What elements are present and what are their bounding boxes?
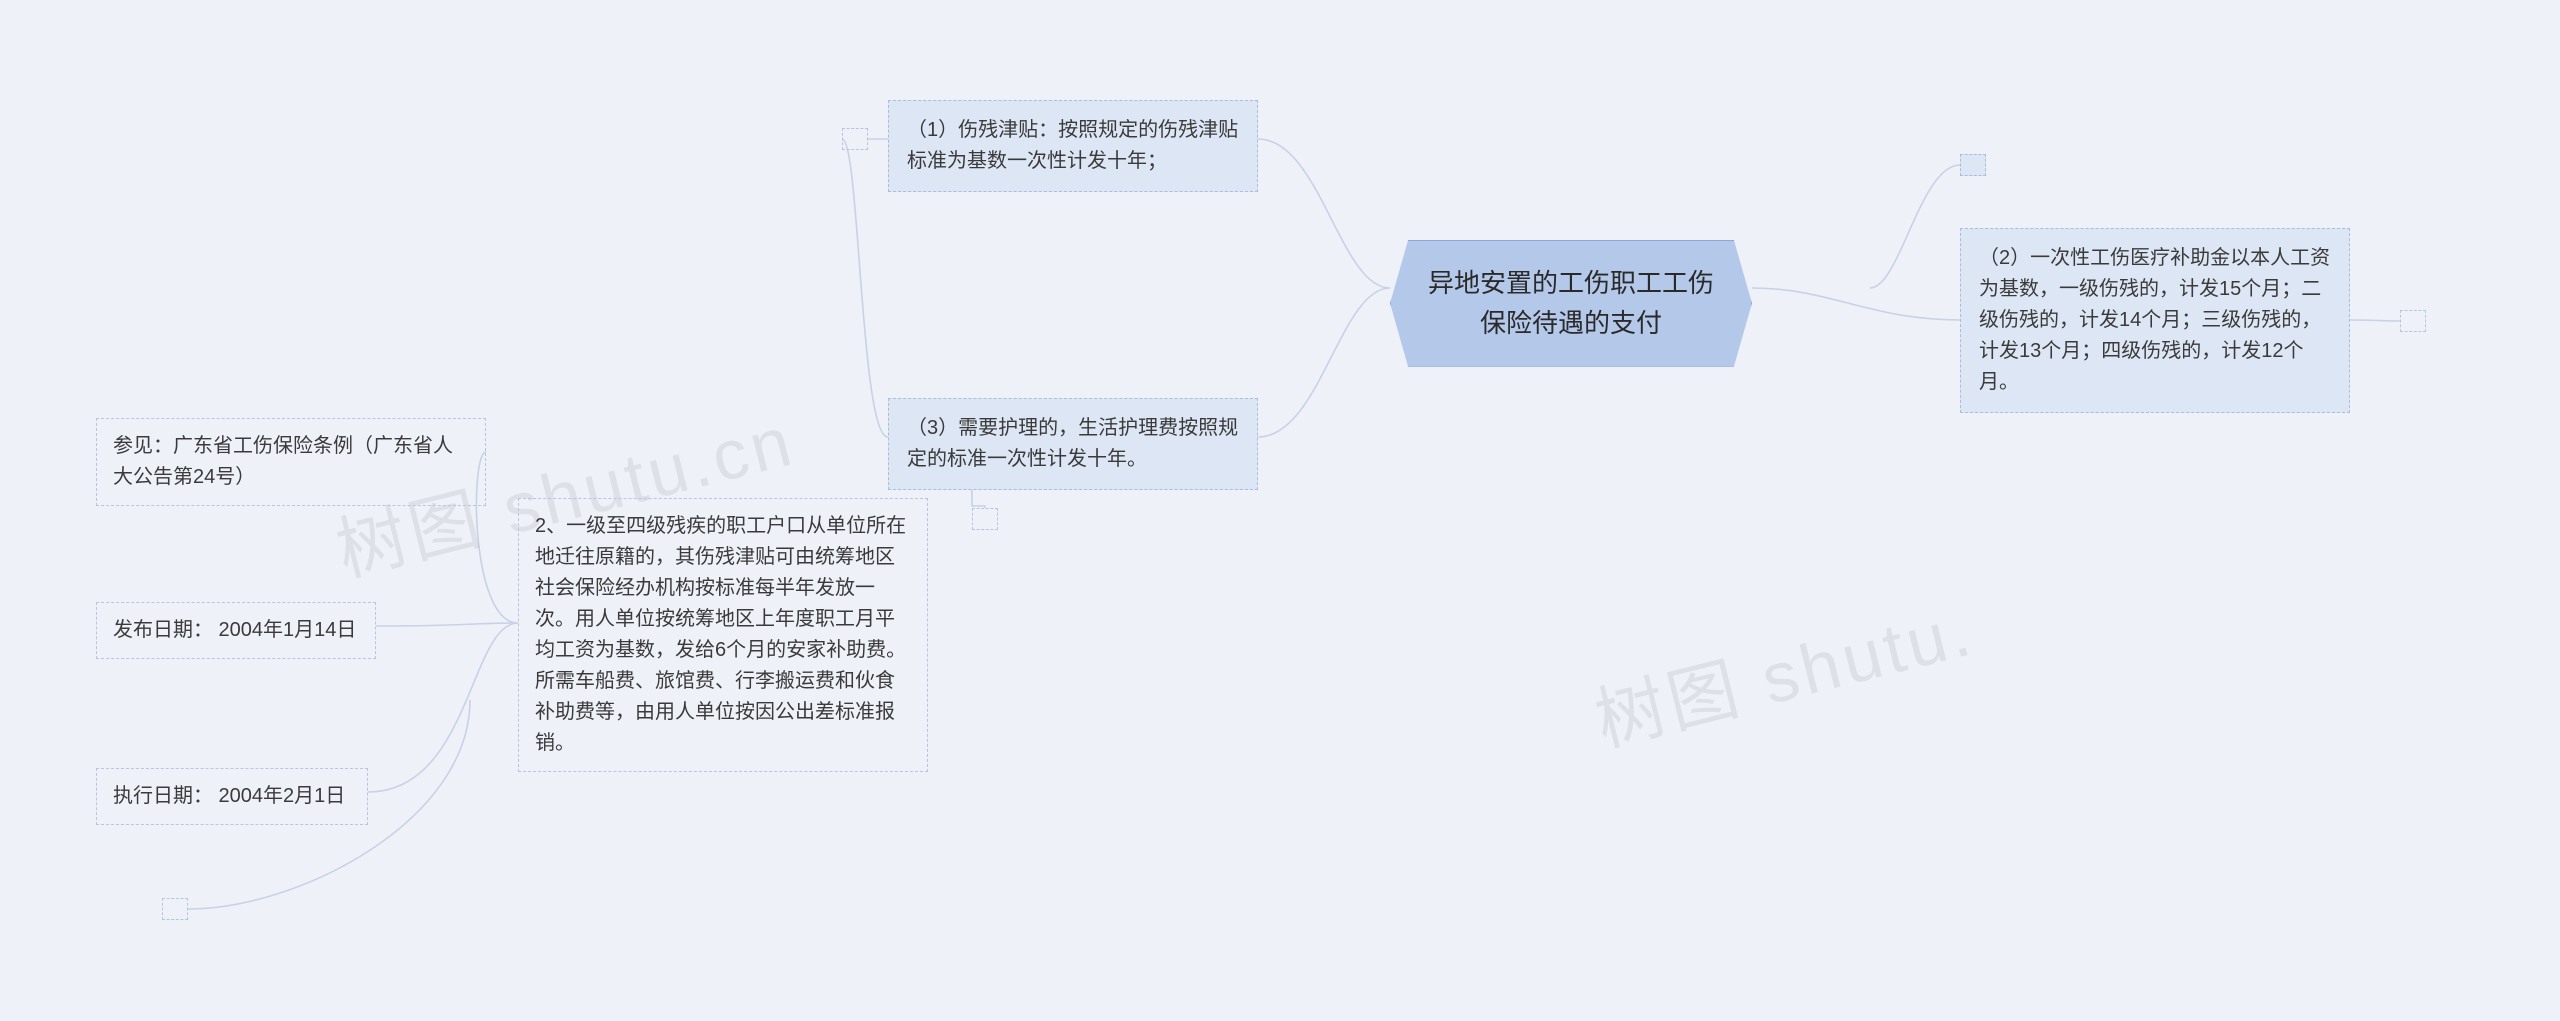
node-publish-date[interactable]: 发布日期： 2004年1月14日 bbox=[96, 602, 376, 659]
root-node[interactable]: 异地安置的工伤职工工伤保险待遇的支付 bbox=[1390, 240, 1752, 367]
connectors-layer bbox=[0, 0, 2560, 1021]
watermark-2: 树图 shutu. bbox=[1584, 575, 1983, 766]
node-allowance-1[interactable]: （1）伤残津贴：按照规定的伤残津贴标准为基数一次性计发十年； bbox=[888, 100, 1258, 192]
stub-node-below-n7[interactable] bbox=[162, 898, 188, 920]
stub-node-left-top[interactable] bbox=[842, 128, 868, 150]
stub-node-below-n3[interactable] bbox=[972, 508, 998, 530]
node-reference[interactable]: 参见：广东省工伤保险条例（广东省人大公告第24号） bbox=[96, 418, 486, 506]
node-nursing-3[interactable]: （3）需要护理的，生活护理费按照规定的标准一次性计发十年。 bbox=[888, 398, 1258, 490]
stub-node-above-n2[interactable] bbox=[1960, 154, 1986, 176]
node-relocation-detail[interactable]: 2、一级至四级残疾的职工户口从单位所在地迁往原籍的，其伤残津贴可由统筹地区社会保… bbox=[518, 498, 928, 772]
node-effective-date[interactable]: 执行日期： 2004年2月1日 bbox=[96, 768, 368, 825]
node-medical-subsidy-2[interactable]: （2）一次性工伤医疗补助金以本人工资为基数，一级伤残的，计发15个月；二级伤残的… bbox=[1960, 228, 2350, 413]
stub-node-right-n2[interactable] bbox=[2400, 310, 2426, 332]
mindmap-canvas: 树图 shutu.cn 树图 shutu. 异地安置的工伤职工工伤保险待遇的支付… bbox=[0, 0, 2560, 1021]
